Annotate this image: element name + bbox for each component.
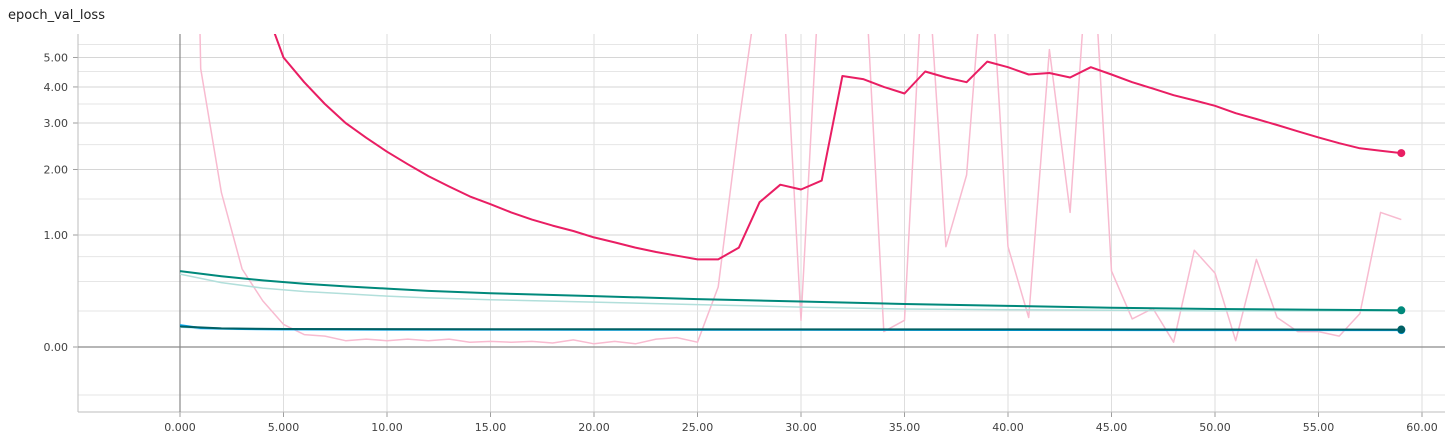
smoothed-series-line-3 [179, 325, 1402, 331]
end-points [1397, 149, 1406, 335]
raw-series-line-1 [179, 273, 1402, 312]
chart-title: epoch_val_loss [8, 8, 105, 23]
smoothed-series-line-0 [273, 34, 1402, 261]
tick-labels: 0.000 5.000 10.00 15.00 20.00 25.00 30.00 35.00… [44, 51, 1438, 434]
raw-series-line-0 [199, 34, 1402, 345]
y-tick-label: 0.00 [44, 341, 69, 354]
raw-lines [179, 34, 1402, 345]
x-tick-label: 20.00 [578, 421, 610, 434]
x-tick-label: 50.00 [1199, 421, 1231, 434]
x-tick-label: 30.00 [785, 421, 817, 434]
y-tick-label: 4.00 [44, 81, 69, 94]
series-end-point-1 [1397, 306, 1406, 315]
x-tick-label: 55.00 [1303, 421, 1335, 434]
x-tick-label: 0.000 [164, 421, 196, 434]
smoothed-lines [179, 34, 1402, 332]
series-end-point-0 [1397, 149, 1406, 158]
x-tick-label: 25.00 [682, 421, 714, 434]
y-tick-label: 3.00 [44, 117, 69, 130]
x-tick-label: 35.00 [889, 421, 921, 434]
y-tick-label: 2.00 [44, 163, 69, 176]
x-tick-label: 15.00 [475, 421, 507, 434]
grid [78, 34, 1445, 412]
y-tick-label: 5.00 [44, 51, 69, 64]
series-end-point-3 [1397, 325, 1406, 334]
y-tick-label: 1.00 [44, 229, 69, 242]
x-tick-label: 40.00 [992, 421, 1024, 434]
x-tick-label: 10.00 [371, 421, 403, 434]
x-tick-label: 60.00 [1406, 421, 1438, 434]
axes [73, 34, 1445, 417]
x-tick-label: 5.000 [268, 421, 300, 434]
smoothed-series-line-1 [179, 270, 1402, 312]
x-tick-label: 45.00 [1096, 421, 1128, 434]
